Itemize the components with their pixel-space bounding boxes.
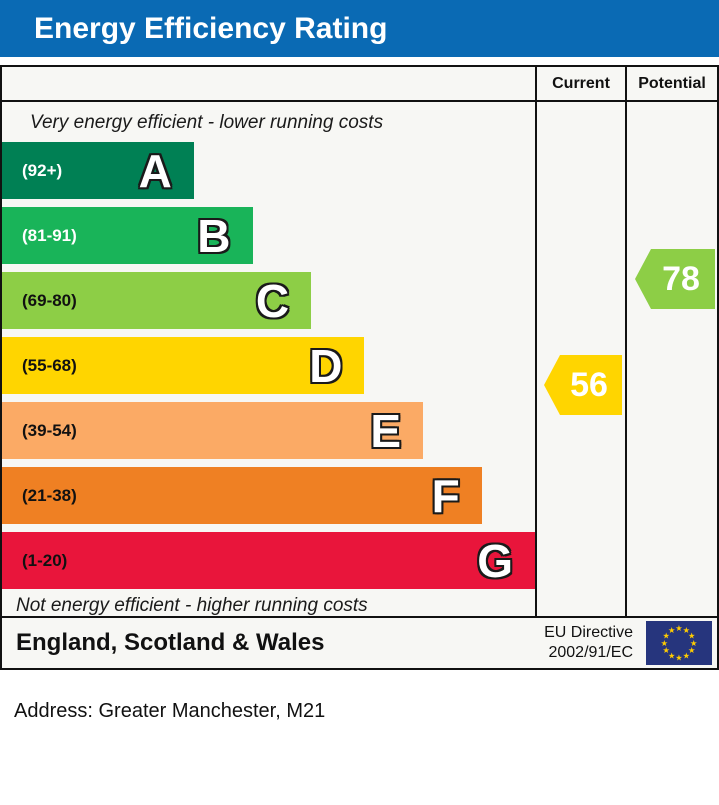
band-e: (39-54) E xyxy=(2,402,424,459)
band-b: (81-91) B xyxy=(2,207,253,264)
potential-rating-value: 78 xyxy=(662,259,700,298)
band-letter: C xyxy=(255,274,290,327)
energy-rating-chart: Current Potential Very energy efficient … xyxy=(0,65,719,670)
band-range-label: (92+) xyxy=(22,160,63,180)
svg-text:★: ★ xyxy=(690,638,697,648)
band-range-label: (21-38) xyxy=(22,485,77,505)
svg-text:★: ★ xyxy=(663,630,670,640)
svg-text:★: ★ xyxy=(683,625,690,635)
band-a: (92+) A xyxy=(2,142,194,199)
bands-header-spacer xyxy=(2,67,537,100)
column-header-potential: Potential xyxy=(638,74,706,92)
eu-directive-line2: 2002/91/EC xyxy=(548,644,633,661)
svg-text:★: ★ xyxy=(668,650,675,660)
current-rating-value: 56 xyxy=(570,365,608,404)
chart-header-row: Current Potential xyxy=(2,67,717,102)
band-letter: B xyxy=(197,209,231,262)
band-range-label: (55-68) xyxy=(22,355,77,375)
chart-footer-row: England, Scotland & Wales EU Directive 2… xyxy=(2,618,717,668)
current-column: 56 xyxy=(537,102,627,616)
band-letter: G xyxy=(477,534,513,587)
directive-block: EU Directive 2002/91/EC ★ ★ ★ ★ ★ ★ ★ ★ … xyxy=(544,621,717,665)
band-range-label: (81-91) xyxy=(22,225,77,245)
svg-text:★: ★ xyxy=(675,623,682,633)
svg-text:★: ★ xyxy=(661,638,668,648)
address-line: Address: Greater Manchester, M21 xyxy=(14,700,326,722)
eu-directive-line1: EU Directive xyxy=(544,624,633,641)
top-note: Very energy efficient - lower running co… xyxy=(30,112,384,133)
region-label: England, Scotland & Wales xyxy=(16,629,325,656)
column-header-current: Current xyxy=(537,67,627,100)
band-letter: E xyxy=(370,404,402,457)
potential-rating-arrow: 78 xyxy=(635,249,715,309)
band-d: (55-68) D xyxy=(2,337,365,394)
svg-text:★: ★ xyxy=(675,652,682,662)
band-f: (21-38) F xyxy=(2,467,482,524)
bottom-note: Not energy efficient - higher running co… xyxy=(16,595,368,616)
band-g: (1-20) G xyxy=(2,532,535,589)
bands: (92+) A (81-91) B (69-80) C (55-68) D (39-54) E (2… xyxy=(2,142,535,589)
svg-text:★: ★ xyxy=(663,645,670,655)
current-rating-arrow: 56 xyxy=(544,355,622,415)
band-letter: D xyxy=(309,339,343,392)
eu-flag-icon: ★ ★ ★ ★ ★ ★ ★ ★ ★ ★ ★ ★ xyxy=(646,621,712,665)
band-range-label: (69-80) xyxy=(22,290,77,310)
page-title: Energy Efficiency Rating xyxy=(34,11,388,45)
title-bar: Energy Efficiency Rating xyxy=(0,0,719,57)
band-letter: F xyxy=(431,469,460,522)
band-range-label: (39-54) xyxy=(22,420,77,440)
band-letter: A xyxy=(138,144,172,197)
svg-text:★: ★ xyxy=(683,650,690,660)
band-range-label: (1-20) xyxy=(22,550,68,570)
potential-column: 78 xyxy=(627,102,717,616)
eu-directive-label: EU Directive 2002/91/EC xyxy=(544,623,633,663)
svg-text:★: ★ xyxy=(688,630,695,640)
rating-bands-area: Very energy efficient - lower running co… xyxy=(2,102,537,616)
chart-body-row: Very energy efficient - lower running co… xyxy=(2,102,717,618)
svg-text:★: ★ xyxy=(668,625,675,635)
svg-text:★: ★ xyxy=(688,645,695,655)
band-c: (69-80) C xyxy=(2,272,312,329)
